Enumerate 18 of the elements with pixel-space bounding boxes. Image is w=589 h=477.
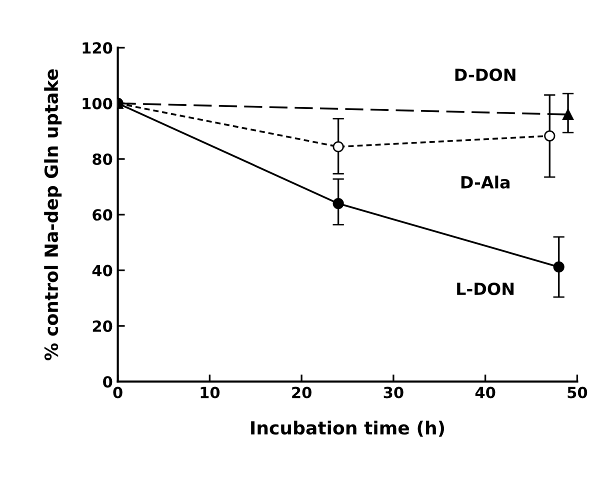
y-tick-label: 20 — [92, 320, 112, 332]
series-label: L-DON — [457, 282, 514, 296]
x-tick-label: 0 — [113, 386, 122, 398]
x-axis-title: Incubation time (h) — [251, 420, 444, 437]
y-tick-label: 40 — [92, 264, 112, 276]
series-label: D-DON — [455, 68, 516, 82]
y-tick-label: 100 — [82, 98, 112, 110]
text: D-Ala — [461, 176, 510, 189]
x-tick-label: 10 — [200, 386, 220, 398]
y-tick-label: 120 — [82, 42, 112, 54]
y-axis-title: % control Na-dep Gln uptake — [44, 69, 62, 360]
y-tick-label: 80 — [92, 153, 112, 166]
y-tick-label: 0 — [103, 376, 112, 388]
x-tick-label: 50 — [568, 386, 588, 398]
x-tick-label: 20 — [292, 386, 312, 398]
x-tick-label: 40 — [475, 386, 496, 398]
x-tick-label: 30 — [384, 386, 404, 398]
y-tick-label: 60 — [92, 209, 112, 221]
